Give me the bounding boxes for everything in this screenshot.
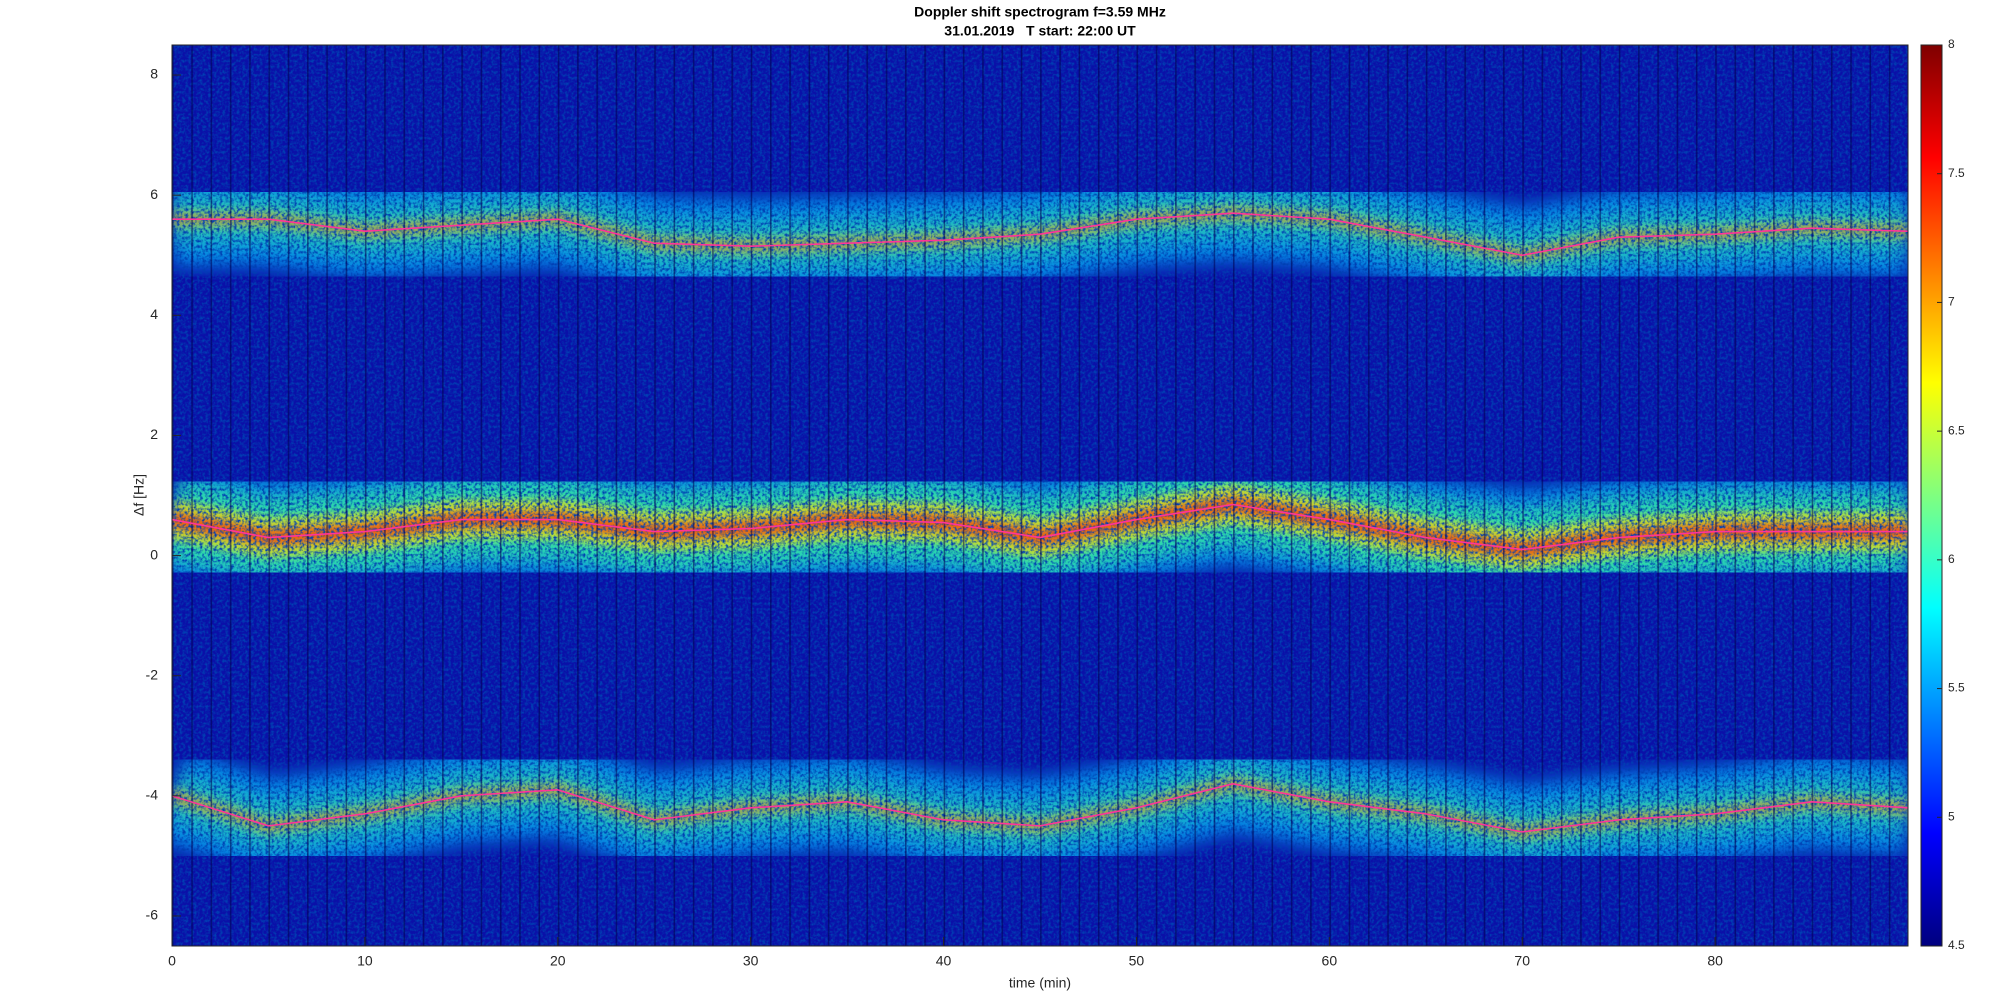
y-tick-label: 6 bbox=[150, 186, 158, 202]
colorbar-tick-label: 6.5 bbox=[1948, 423, 1965, 437]
trace-line bbox=[172, 783, 1908, 833]
trace-line bbox=[172, 503, 1908, 551]
colorbar-tick-label: 7.5 bbox=[1948, 166, 1965, 180]
x-tick-label: 80 bbox=[1707, 953, 1723, 969]
colorbar-tick-label: 5 bbox=[1948, 809, 1955, 823]
y-axis-label: Δf [Hz] bbox=[131, 474, 147, 516]
y-tick-label: 0 bbox=[150, 546, 158, 562]
x-tick-label: 40 bbox=[936, 953, 952, 969]
colorbar-tick-label: 4.5 bbox=[1948, 938, 1965, 952]
x-tick-label: 20 bbox=[550, 953, 566, 969]
colorbar bbox=[1920, 44, 1943, 947]
x-tick-label: 0 bbox=[168, 953, 176, 969]
x-tick-label: 30 bbox=[743, 953, 759, 969]
colorbar-tick-label: 6 bbox=[1948, 552, 1955, 566]
x-axis-label: time (min) bbox=[1009, 975, 1071, 991]
chart-title: Doppler shift spectrogram f=3.59 MHz bbox=[914, 4, 1166, 20]
y-tick-label: -2 bbox=[146, 666, 159, 682]
colorbar-tick-label: 7 bbox=[1948, 295, 1955, 309]
traces bbox=[172, 212, 1908, 833]
x-tick-label: 50 bbox=[1129, 953, 1145, 969]
y-tick-label: -4 bbox=[146, 787, 159, 803]
x-tick-label: 10 bbox=[357, 953, 373, 969]
y-tick-label: 4 bbox=[150, 306, 158, 322]
x-tick-label: 70 bbox=[1514, 953, 1530, 969]
colorbar-tick-label: 8 bbox=[1948, 37, 1955, 51]
x-tick-label: 60 bbox=[1322, 953, 1338, 969]
chart-subtitle: 31.01.2019 T start: 22:00 UT bbox=[944, 23, 1136, 39]
plot-area bbox=[172, 45, 1908, 946]
colorbar-tick-label: 5.5 bbox=[1948, 681, 1965, 695]
y-tick-label: 8 bbox=[150, 66, 158, 82]
trace-line bbox=[172, 212, 1908, 257]
y-tick-label: 2 bbox=[150, 426, 158, 442]
plot-frame bbox=[171, 44, 1909, 947]
y-tick-label: -6 bbox=[146, 907, 159, 923]
time-stripes bbox=[172, 45, 1908, 946]
